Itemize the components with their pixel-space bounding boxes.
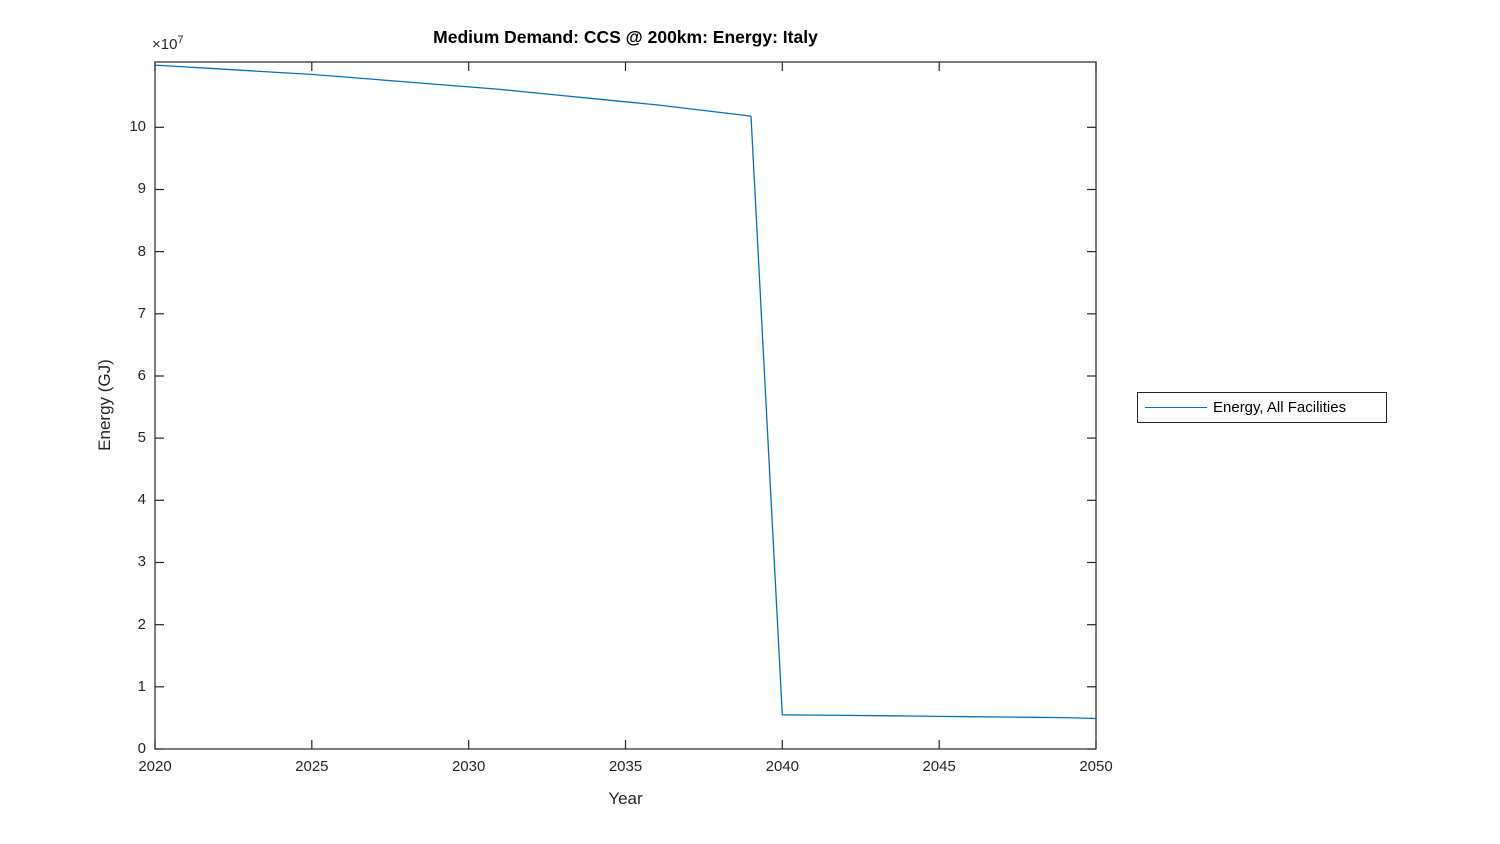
x-tick-label: 2035 [608, 758, 643, 775]
y-tick-label: 4 [137, 491, 146, 509]
legend: Energy, All Facilities [1137, 392, 1387, 423]
x-tick-label: 2025 [295, 758, 329, 775]
y-tick-label: 7 [137, 304, 146, 322]
x-tick-label: 2040 [765, 758, 800, 775]
x-tick-label: 2050 [1079, 758, 1113, 775]
y-tick-label: 3 [137, 553, 146, 571]
y-tick-label: 5 [137, 429, 146, 447]
y-axis-label: Energy (GJ) [95, 359, 114, 451]
y-tick-label: 9 [137, 180, 146, 198]
y-tick-label: 10 [129, 118, 146, 136]
x-axis-label: Year [608, 789, 643, 808]
y-tick-label: 2 [137, 615, 146, 633]
y-tick-label: 6 [137, 366, 146, 384]
y-tick-label: 0 [137, 740, 146, 757]
y-tick-label: 1 [137, 677, 146, 695]
legend-label: Energy, All Facilities [1213, 399, 1347, 416]
x-tick-label: 2045 [922, 758, 956, 775]
exponent-base: ×10 [152, 36, 178, 53]
y-tick-label: 8 [137, 242, 146, 260]
x-tick-label: 2020 [138, 758, 172, 775]
x-tick-label: 2030 [451, 758, 486, 775]
series-line [154, 64, 1097, 720]
legend-line-sample-icon [1145, 407, 1207, 408]
y-axis-exponent-label: ×107 [152, 34, 184, 54]
exponent-power: 7 [177, 34, 184, 46]
chart-title: Medium Demand: CCS @ 200km: Energy: Ital… [433, 27, 818, 47]
